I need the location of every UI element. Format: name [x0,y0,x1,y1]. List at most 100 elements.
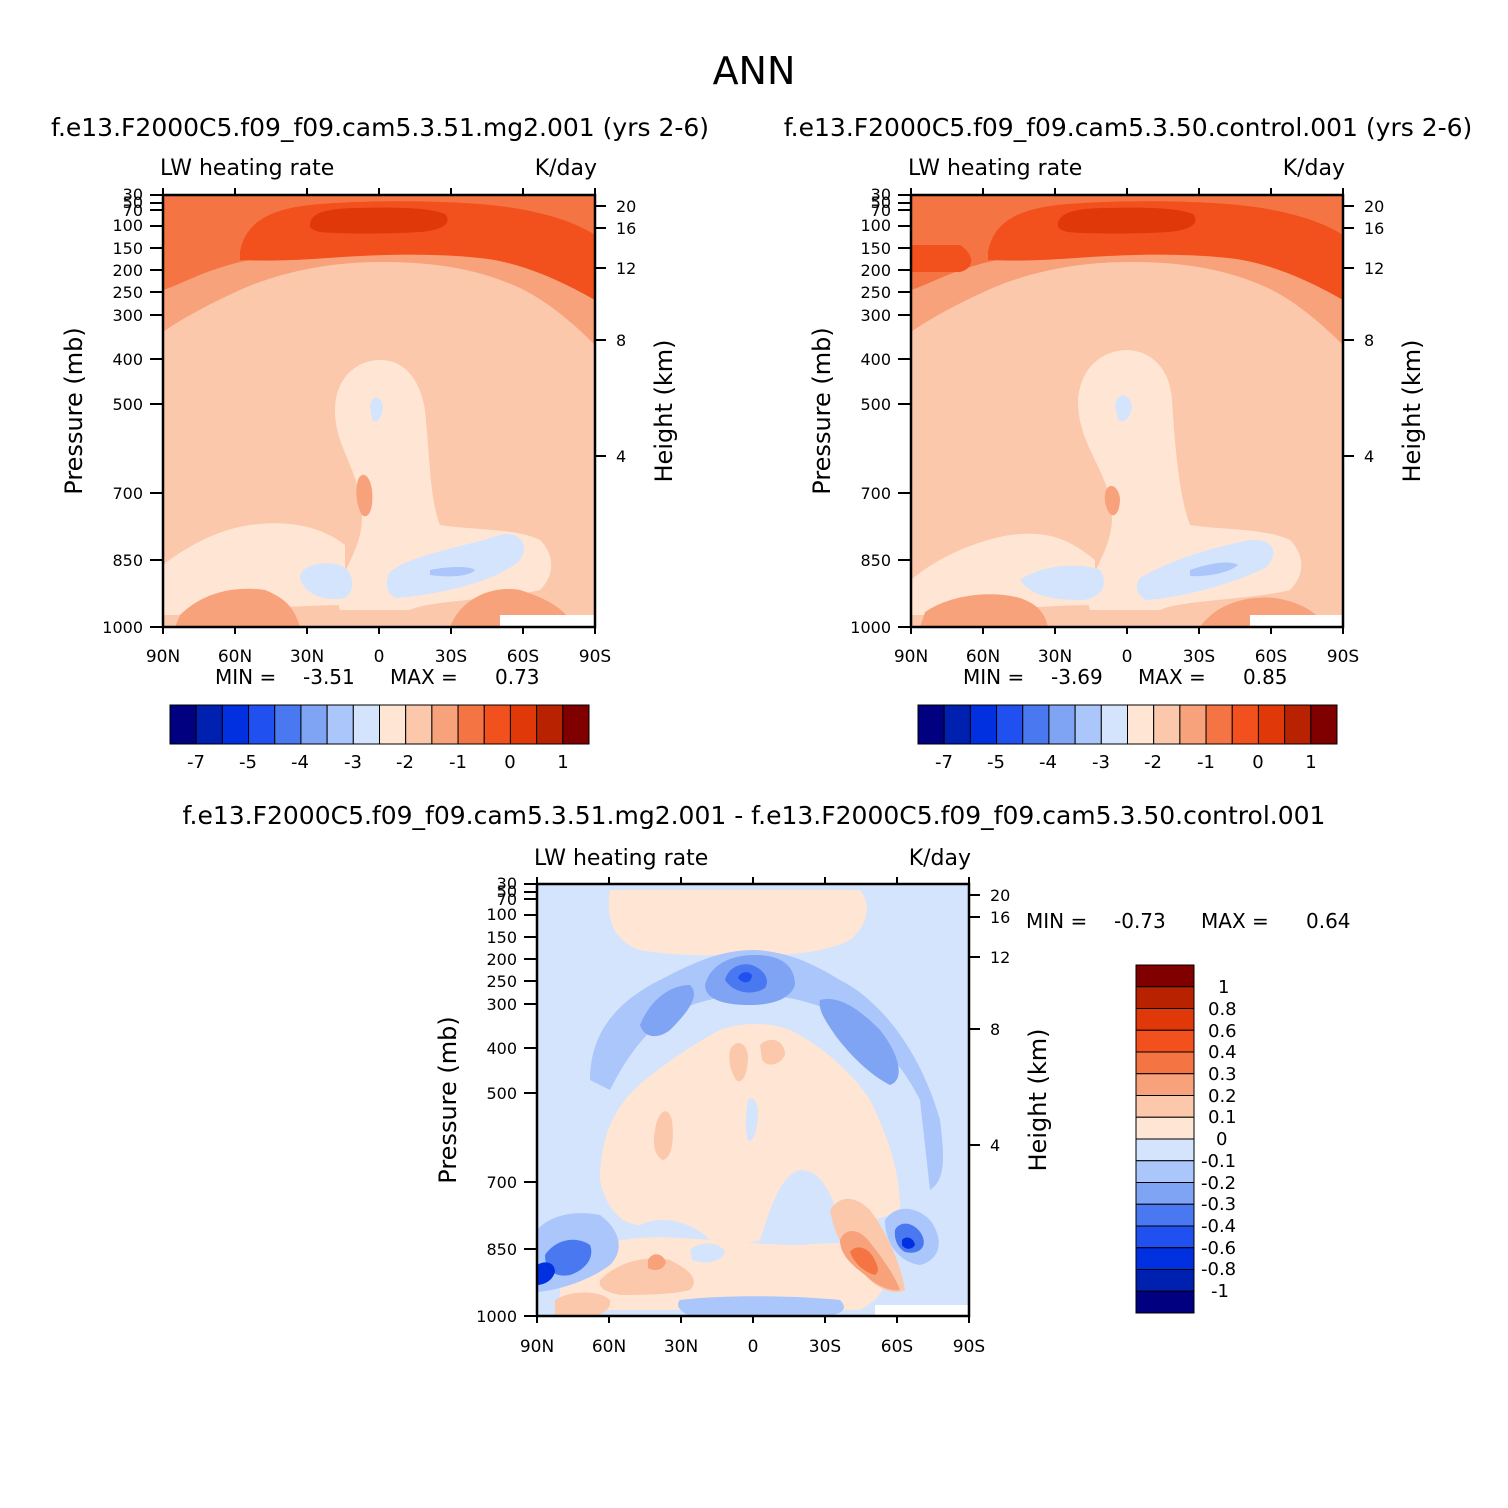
panel-1-y-tick: 850 [112,551,143,570]
panel-3-upper-warm [608,890,867,956]
colorbar-swatch [1135,1203,1195,1227]
panel-1-y2-tick: 8 [616,331,626,350]
panel-1-missing-data [500,615,595,627]
panel-3-y2-tick: 20 [990,886,1010,905]
colorbar-swatch [1135,1290,1195,1314]
panel-3-surface-blue [678,1296,844,1316]
panel-2-colorbar [917,704,1338,745]
panel-3-colorbar-label: 0.6 [1208,1021,1237,1042]
panel-1-band-max [310,207,448,234]
panel-1-surface-warm [175,588,300,627]
panel-2-colorbar-label: 0 [1252,752,1263,773]
panel-2-warm-spot [1104,485,1120,516]
panel-3-warm-spot-2 [760,1039,785,1065]
colorbar-swatch [1127,704,1155,745]
panel-3-y-tick: 150 [486,928,517,947]
panel-3-y2-axis-label: Height (km) [1024,1029,1052,1172]
panel-2-y-tick: 850 [860,551,891,570]
panel-1-y2-tick: 16 [616,219,636,238]
panel-1-colorbar-label: 0 [504,752,515,773]
panel-3-arc-mid [640,985,694,1037]
panel-1-axis-lines [150,188,606,634]
panel-2-y2-tick: 4 [1364,447,1374,466]
colorbar-swatch [169,704,197,745]
panel-3-blue-left-3 [537,1262,555,1285]
panel-2-band-max [1058,207,1196,234]
panel-3-y-axis-label: Pressure (mb) [434,1016,462,1183]
colorbar-swatch [1022,704,1050,745]
panel-2-y-tick: 50 [871,193,891,212]
panel-3-blue-left-2 [545,1239,592,1276]
panel-1-y2-tick: 12 [616,259,636,278]
panel-2-left-warm [911,245,972,272]
panel-1-y-tick: 1000 [102,618,143,637]
panel-1-y-tick: 30 [123,185,143,204]
panel-3-colorbar [1135,964,1195,1314]
panel-3-colorbar-label: -0.4 [1201,1216,1236,1237]
panel-3-min-value: -0.73 [1114,909,1166,933]
panel-2-colorbar-label: -2 [1144,752,1162,773]
panel-3-warm-spot-3 [653,1111,673,1160]
colorbar-swatch [1074,704,1102,745]
panel-2-x-tick: 90S [1327,647,1359,667]
panel-2-y-tick: 300 [860,306,891,325]
panel-2-y-tick: 400 [860,350,891,369]
panel-3-x-tick: 60N [592,1337,626,1357]
panel-2-x-tick-labels: 90N 60N 30N 0 30S 60S 90S [894,647,1359,667]
panel-1-max-value: 0.73 [495,665,540,689]
panel-2-surface-warm [920,594,1048,627]
panel-2-x-tick: 30N [1038,647,1072,667]
colorbar-swatch [300,704,328,745]
panel-3-tropo-dark [738,972,752,983]
colorbar-swatch [352,704,380,745]
panel-3-colorbar-label: 0.8 [1208,999,1237,1020]
panel-1-left-label: LW heating rate [160,156,334,181]
colorbar-swatch [1135,1029,1195,1053]
colorbar-swatch [1135,1160,1195,1183]
panel-2-blue-1 [1020,565,1104,600]
panel-2-title: f.e13.F2000C5.f09_f09.cam5.3.50.control.… [784,113,1473,142]
colorbar-swatch [1135,1116,1195,1140]
colorbar-swatch [379,704,407,745]
colorbar-swatch [1284,704,1312,745]
panel-3-left-label: LW heating rate [534,846,708,871]
colorbar-swatch [969,704,998,745]
panel-3-colorbar-labels: 1 0.8 0.6 0.4 0.3 0.2 0.1 0 -0.1 -0.2 -0… [1201,977,1237,1302]
colorbar-swatch [996,704,1024,745]
panel-3-colorbar-label: 1 [1218,977,1229,998]
panel-1-x-tick: 90S [579,647,611,667]
panel-3-low-warm-2 [599,1258,694,1295]
panel-3-x-tick: 90S [953,1337,985,1357]
panel-1-y-tick: 50 [123,193,143,212]
panel-3-y-tick: 1000 [476,1307,517,1326]
panel-3-warm-spot-1 [729,1043,748,1082]
panel-2-y-tick: 500 [860,395,891,414]
colorbar-swatch [405,704,433,745]
panel-2-missing-data [1250,615,1343,627]
panel-3-y-tick: 500 [486,1084,517,1103]
colorbar-swatch [1135,1138,1195,1162]
panel-2-x-tick: 60N [966,647,1000,667]
panel-1-x-tick: 30S [435,647,467,667]
colorbar-swatch [457,704,485,745]
panel-1-colorbar-label: -1 [449,752,467,773]
panel-3-y2-tick: 8 [990,1020,1000,1039]
panel-2-colorbar-label: -4 [1039,752,1057,773]
panel-2-contour-field [911,195,1343,627]
panel-1-y-tick: 250 [112,283,143,302]
colorbar-swatch [1153,704,1181,745]
colorbar-swatch [1135,1225,1195,1249]
panel-2-y-tick: 1000 [850,618,891,637]
panel-1-colorbar-label: -5 [239,752,257,773]
panel-1-contour-field [163,195,595,627]
panel-1-min-label: MIN = [215,665,276,689]
panel-3-arc-right [819,999,899,1085]
colorbar-swatch [1135,1269,1195,1292]
panel-2-y-tick: 700 [860,484,891,503]
panel-3: f.e13.F2000C5.f09_f09.cam5.3.51.mg2.001 … [183,801,1351,1357]
panel-1-x-tick: 0 [374,647,385,667]
colorbar-swatch [195,704,223,745]
panel-1-colorbar-label: -3 [344,752,362,773]
colorbar-swatch [248,704,276,745]
panel-1-y-tick: 700 [112,484,143,503]
